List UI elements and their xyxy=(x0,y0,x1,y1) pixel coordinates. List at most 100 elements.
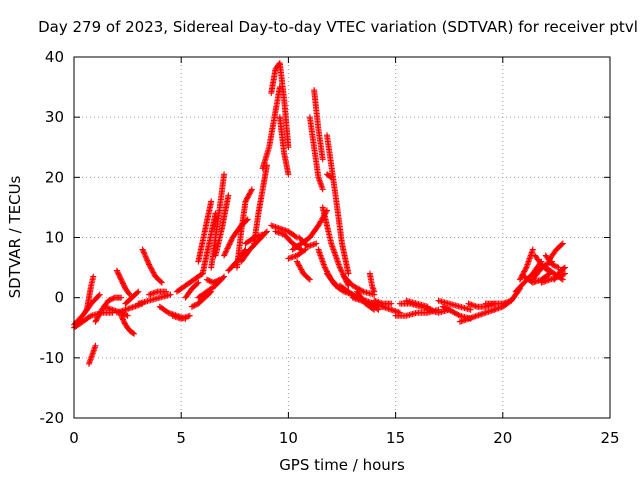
data-point xyxy=(186,312,193,319)
data-point xyxy=(226,241,233,248)
data-point xyxy=(129,330,136,337)
data-point xyxy=(441,304,448,311)
data-point xyxy=(216,276,223,283)
data-point xyxy=(560,271,567,278)
data-point xyxy=(561,264,568,271)
data-point xyxy=(145,260,152,267)
data-point xyxy=(248,186,255,193)
data-point xyxy=(560,265,567,272)
data-point xyxy=(94,314,101,321)
data-point xyxy=(115,270,122,277)
data-point xyxy=(144,257,151,264)
data-point xyxy=(313,240,320,247)
data-point xyxy=(294,259,301,266)
data-point xyxy=(114,268,121,275)
data-point xyxy=(140,247,147,254)
data-point xyxy=(242,198,249,205)
data-point xyxy=(106,297,113,304)
data-point xyxy=(126,291,133,298)
data-point xyxy=(110,295,117,302)
data-point xyxy=(221,252,228,259)
data-point xyxy=(107,296,114,303)
data-point xyxy=(446,306,453,313)
data-point xyxy=(143,256,150,263)
data-point xyxy=(550,262,557,269)
data-point xyxy=(247,189,254,196)
data-point xyxy=(323,267,330,274)
data-point xyxy=(285,171,292,178)
data-point xyxy=(118,294,125,301)
data-point xyxy=(120,316,127,323)
y-tick-label: 30 xyxy=(45,108,64,126)
data-point xyxy=(221,251,228,258)
data-point xyxy=(96,312,103,319)
data-point xyxy=(297,265,304,272)
data-point xyxy=(301,247,308,254)
data-point xyxy=(97,309,104,316)
data-point xyxy=(118,277,125,284)
data-point xyxy=(371,288,378,295)
data-point xyxy=(143,254,150,261)
data-point xyxy=(517,275,524,282)
x-tick-label: 15 xyxy=(386,429,405,447)
data-point xyxy=(116,272,123,279)
data-point xyxy=(95,313,102,320)
data-point xyxy=(295,261,302,268)
data-point xyxy=(135,288,142,295)
y-tick-label: 20 xyxy=(45,168,64,186)
data-point xyxy=(90,273,97,280)
data-point xyxy=(123,312,130,319)
data-point xyxy=(225,244,232,251)
data-point xyxy=(244,194,251,201)
data-point xyxy=(558,241,565,248)
data-point xyxy=(223,248,230,255)
data-point xyxy=(140,249,147,256)
data-point xyxy=(203,276,210,283)
y-tick-label: -20 xyxy=(40,409,65,427)
x-tick-label: 20 xyxy=(493,429,512,447)
data-point xyxy=(119,279,126,286)
y-tick-label: -10 xyxy=(40,349,65,367)
data-point xyxy=(248,187,255,194)
data-point xyxy=(147,264,154,271)
data-point xyxy=(292,233,299,240)
data-point xyxy=(439,303,446,310)
data-point xyxy=(208,198,215,205)
data-point xyxy=(191,302,198,309)
data-point xyxy=(322,265,329,272)
data-point xyxy=(192,301,199,308)
data-point xyxy=(293,258,300,265)
data-point xyxy=(109,295,116,302)
data-point xyxy=(359,287,366,294)
data-point xyxy=(146,262,153,269)
data-point xyxy=(150,269,157,276)
data-point xyxy=(205,277,212,284)
x-tick-label: 10 xyxy=(279,429,298,447)
data-point xyxy=(345,270,352,277)
data-point xyxy=(245,193,252,200)
data-point xyxy=(228,237,235,244)
x-axis-label: GPS time / hours xyxy=(279,456,405,474)
data-point xyxy=(222,249,229,256)
data-point xyxy=(555,264,562,271)
data-point xyxy=(227,240,234,247)
data-point xyxy=(134,289,141,296)
data-point xyxy=(558,275,565,282)
data-point xyxy=(338,267,345,274)
data-point xyxy=(146,261,153,268)
y-tick-label: 0 xyxy=(54,289,64,307)
data-point xyxy=(306,276,313,283)
data-point xyxy=(214,277,221,284)
data-point xyxy=(221,273,228,280)
data-point xyxy=(188,303,195,310)
data-point xyxy=(522,265,529,272)
data-point xyxy=(259,231,266,238)
data-point xyxy=(296,263,303,270)
data-point xyxy=(96,310,103,317)
data-point xyxy=(339,270,346,277)
data-point xyxy=(118,312,125,319)
data-point xyxy=(139,246,146,253)
data-point xyxy=(206,277,213,284)
